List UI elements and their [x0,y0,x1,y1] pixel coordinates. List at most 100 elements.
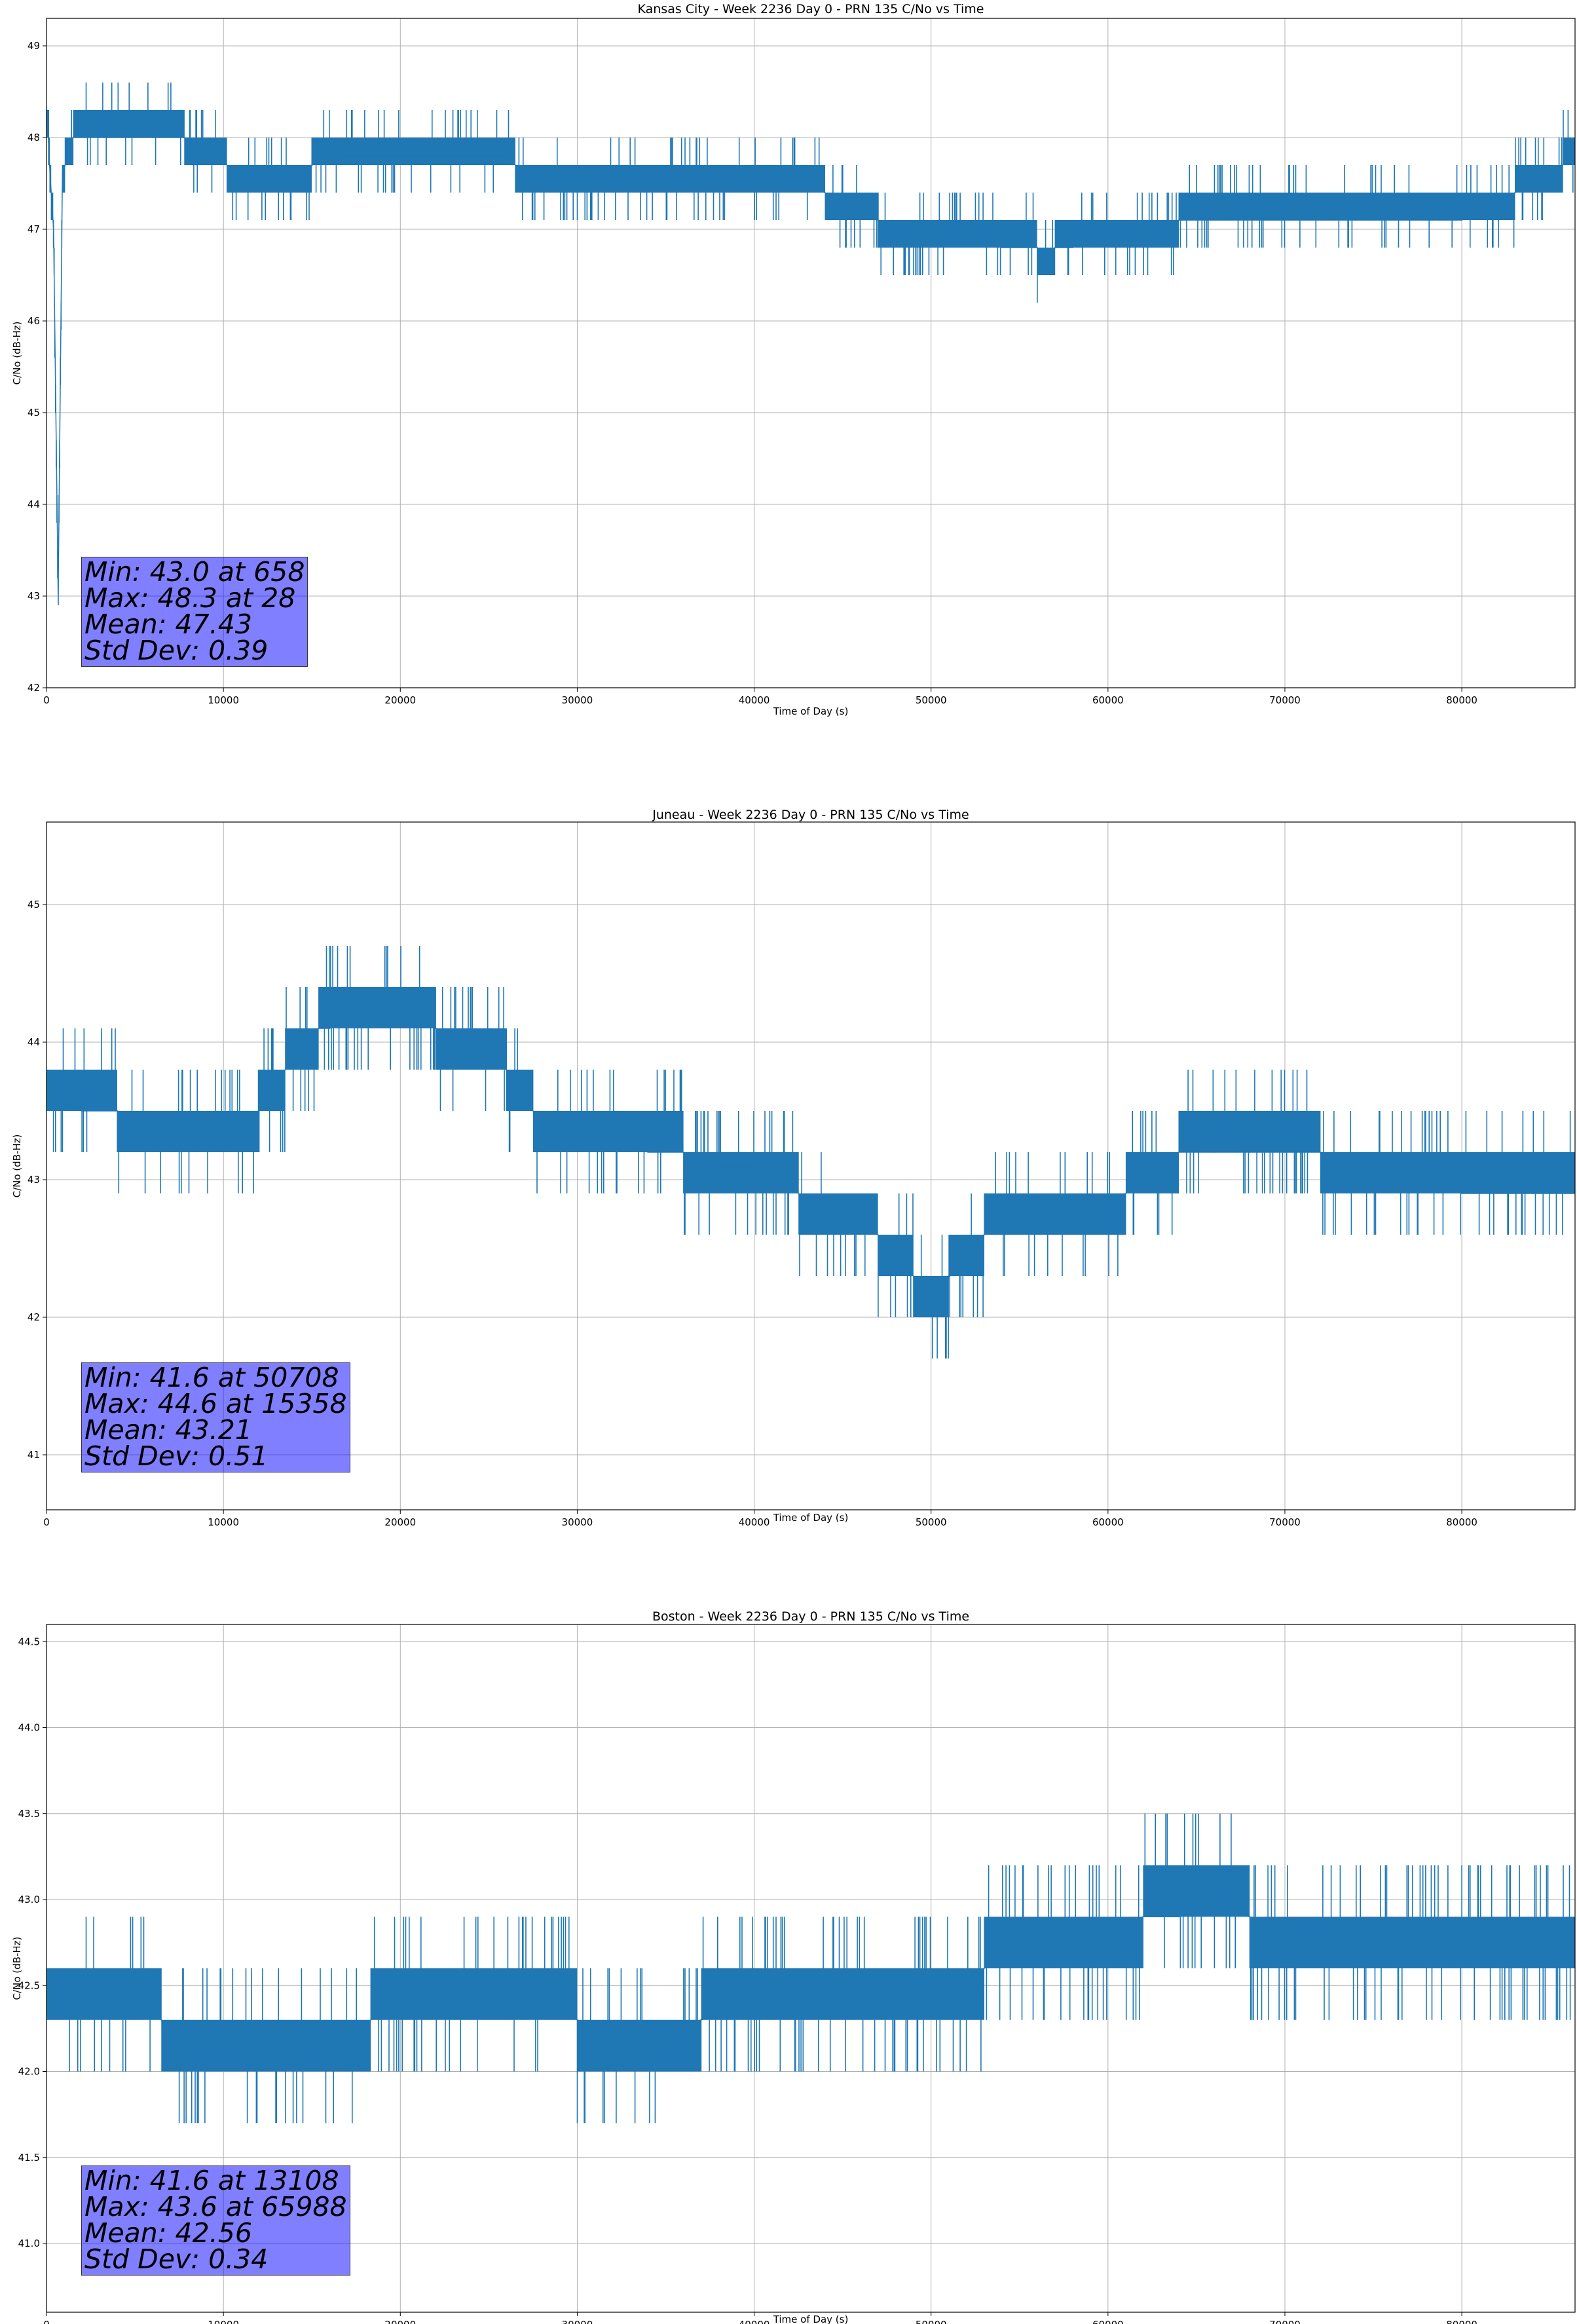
series-point [1107,1924,1109,1926]
x-tick-label: 10000 [208,694,239,706]
series-point [1355,1924,1356,1926]
series-point [1355,219,1356,221]
series-point [647,174,649,175]
series-point [81,1993,83,1995]
series-point [1320,1924,1321,1926]
x-tick-label: 70000 [1269,2319,1301,2324]
series-point [788,1179,790,1180]
series-point [453,1993,455,1995]
series-point [771,2002,773,2004]
series-point [629,2028,631,2029]
series-point [559,2010,561,2012]
series-point [1001,247,1003,248]
series-point [806,183,808,184]
series-point [311,2045,313,2046]
y-axis-label: C/No (dB-Hz) [11,322,23,385]
x-tick-label: 60000 [1092,1516,1124,1528]
series-point [1214,1152,1215,1153]
y-tick-label: 45 [28,899,40,910]
series-point [753,1165,755,1167]
series-point [152,1124,153,1125]
plot-frame [46,18,1576,688]
series-point [53,229,54,230]
x-tick-label: 80000 [1446,1516,1477,1528]
series-point [1496,1924,1498,1926]
series-point [682,1152,684,1153]
series-point [1178,1152,1179,1153]
y-tick-label: 44 [28,1036,40,1048]
series-point [1178,219,1179,221]
series-point [559,183,561,184]
y-tick-label: 44 [28,498,40,510]
stats-line: Min: 41.6 at 50708 [84,1362,339,1393]
series-point [1054,1207,1056,1208]
series-point [612,1138,614,1139]
series-point [877,1234,879,1235]
series-point [1143,1916,1144,1918]
x-tick-label: 0 [43,1516,50,1528]
stats-line: Min: 41.6 at 13108 [84,2165,339,2196]
x-tick-label: 50000 [916,1516,947,1528]
series-point [1461,1924,1462,1926]
series-point [1249,1916,1250,1918]
series-point [983,1968,985,1969]
series-point [488,1993,490,1995]
series-group [46,83,1575,605]
x-tick-label: 30000 [562,2319,593,2324]
series-point [824,1207,826,1208]
x-axis-label: Time of Day (s) [773,2314,849,2324]
series-point [1037,247,1038,248]
series-point [346,155,348,157]
series-point [824,192,826,193]
series-point [1514,192,1515,193]
y-tick-label: 42 [28,682,40,694]
x-tick-label: 50000 [916,694,947,706]
series-point [399,1014,401,1015]
series-point [1090,238,1091,239]
series-point [183,137,185,138]
series-group [46,1813,1575,2124]
y-tick-label: 42.5 [18,1979,40,1991]
y-tick-label: 43.0 [18,1894,40,1905]
y-tick-label: 41.0 [18,2238,40,2249]
series-point [1390,1924,1392,1926]
series-point [276,1083,278,1084]
series-noise-band [46,1813,1575,2124]
y-tick-label: 41.5 [18,2152,40,2164]
series-point [1532,1924,1533,1926]
x-tick-label: 40000 [739,694,770,706]
series-point [435,1028,437,1029]
series-point [1213,1907,1215,1909]
series-point [81,1110,83,1112]
chart-svg: Kansas City - Week 2236 Day 0 - PRN 135 … [11,2,1576,717]
series-point [1214,219,1215,221]
series-point [1019,1950,1020,1952]
series-point [1549,174,1551,175]
series-point [1090,1207,1091,1208]
plot-frame [46,821,1576,1510]
series-point [364,1014,366,1015]
plot-frame [46,1624,1576,2313]
series-point [541,1124,543,1125]
series-point [205,2045,206,2046]
series-point [523,1993,525,1995]
series-point [382,2010,384,2012]
series-point [1178,1916,1179,1918]
series-point [1426,1179,1427,1180]
series-point [1320,1152,1321,1153]
series-point [594,2028,596,2029]
juneau-chart-panel: Juneau - Week 2236 Day 0 - PRN 135 C/No … [0,793,1577,1546]
series-point [1072,1924,1073,1926]
series-point [258,183,260,184]
series-point [1284,1924,1286,1926]
series-point [1532,1193,1533,1194]
series-point [523,174,525,175]
x-tick-label: 10000 [208,1516,239,1528]
series-point [1072,247,1073,248]
y-tick-label: 44.0 [18,1722,40,1734]
x-tick-label: 60000 [1092,2319,1124,2324]
series-point [665,2028,667,2029]
x-tick-label: 20000 [384,1516,416,1528]
series-group [46,946,1575,1359]
series-point [329,1028,331,1029]
